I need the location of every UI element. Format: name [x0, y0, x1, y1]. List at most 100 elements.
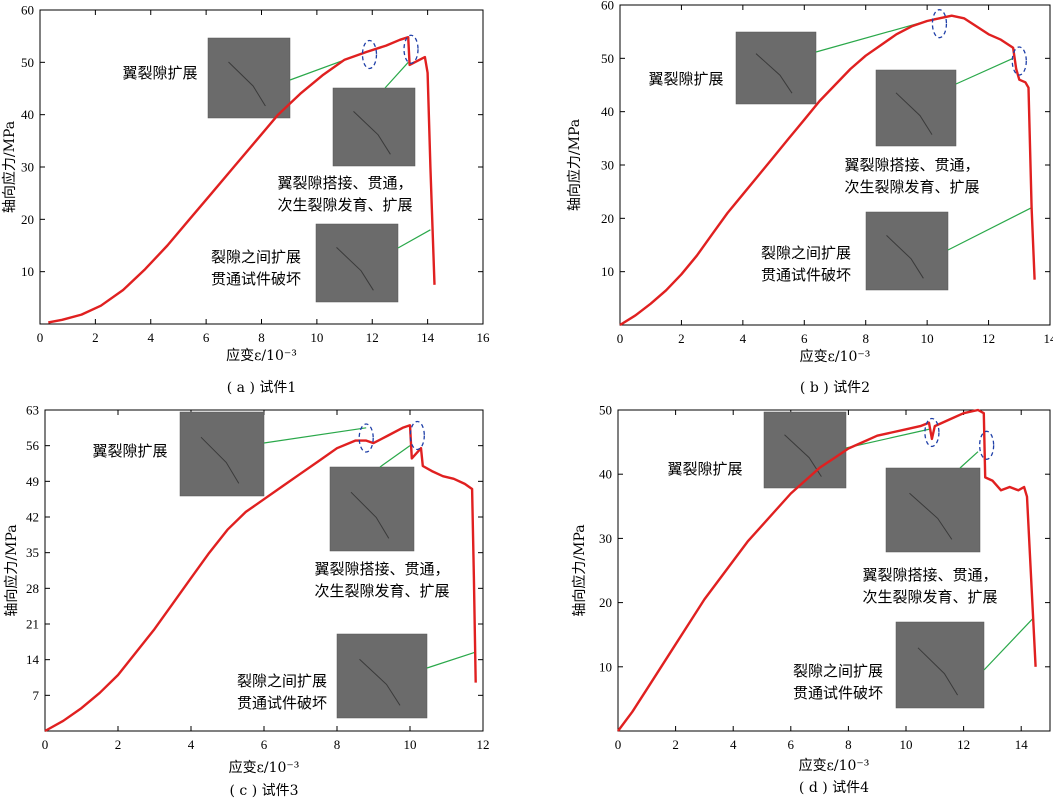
- crack-line: [228, 61, 266, 107]
- crack-line: [200, 436, 240, 484]
- specimen-photo: [895, 621, 985, 709]
- highlight-circle: [978, 430, 995, 460]
- annotation-leader: [384, 61, 409, 89]
- subfigure-caption: ( d ) 试件4: [799, 780, 869, 796]
- subfigure-caption: ( a ) 试件1: [227, 380, 297, 396]
- x-axis-label: 应变ε/10⁻³: [229, 759, 300, 776]
- annotation-text: 翼裂隙搭接、贯通，: [844, 156, 979, 174]
- annotation-text: 贯通试件破坏: [793, 684, 883, 702]
- y-axis-label: 轴向应力/MPa: [3, 524, 20, 616]
- x-tick-label: 4: [740, 331, 747, 346]
- chart-panel-4: 0 2 4 6 8 10 12 14 10 20 30 40 50 应变ε/10⁻³ 轴向应力/MPa ( d…: [571, 403, 1051, 796]
- annotation-leader: [983, 618, 1034, 671]
- crack-line: [755, 53, 793, 94]
- highlight-circle: [924, 417, 940, 448]
- highlight-circle: [361, 39, 378, 70]
- y-tick-label: 30: [21, 160, 34, 175]
- specimen-photo: [763, 411, 847, 489]
- stress-strain-curve: [48, 36, 436, 324]
- x-tick-label: 4: [730, 737, 737, 752]
- x-tick-label: 2: [678, 331, 685, 346]
- annotation-text: 翼裂隙扩展: [667, 460, 742, 478]
- crack-line: [350, 491, 390, 539]
- specimen-photo: [735, 31, 817, 105]
- y-tick-label: 40: [601, 104, 614, 119]
- y-tick-label: 7: [33, 688, 40, 703]
- crack-line: [917, 647, 959, 696]
- x-tick-label: 4: [188, 737, 195, 752]
- y-tick-label: 20: [599, 595, 612, 610]
- specimen-photo: [865, 211, 949, 291]
- y-axis-label: 轴向应力/MPa: [571, 524, 588, 616]
- specimen-photo: [332, 87, 416, 167]
- annotation-text: 翼裂隙搭接、贯通，: [314, 560, 449, 578]
- annotation-text: 裂隙之间扩展: [793, 662, 883, 680]
- y-tick-label: 42: [26, 510, 39, 525]
- y-tick-label: 50: [601, 51, 614, 66]
- annotation-text: 翼裂隙扩展: [92, 442, 167, 460]
- y-tick-label: 60: [21, 3, 34, 18]
- annotation-leader: [845, 428, 930, 449]
- crack-line: [895, 92, 933, 135]
- highlight-circle: [358, 423, 374, 453]
- stress-strain-curve: [617, 408, 1037, 732]
- x-tick-label: 8: [258, 330, 265, 345]
- annotation-leader: [426, 651, 476, 669]
- x-tick-label: 8: [862, 331, 869, 346]
- y-tick-label: 10: [601, 264, 614, 279]
- annotation-text: 翼裂隙扩展: [122, 64, 197, 82]
- y-tick-label: 40: [21, 107, 34, 122]
- x-tick-label: 2: [92, 330, 99, 345]
- y-tick-label: 40: [599, 467, 612, 482]
- specimen-photo: [315, 223, 399, 303]
- annotation-text: 次生裂隙发育、扩展: [862, 588, 997, 606]
- y-tick-label: 10: [599, 659, 612, 674]
- plot-frame: [617, 409, 1051, 732]
- x-tick-label: 0: [617, 331, 624, 346]
- x-tick-label: 0: [42, 737, 49, 752]
- annotation-leader: [959, 451, 979, 469]
- x-tick-label: 10: [404, 737, 417, 752]
- specimen-photo: [179, 411, 265, 497]
- x-tick-label: 10: [310, 330, 323, 345]
- y-tick-label: 56: [26, 438, 40, 453]
- annotation-leader: [397, 229, 431, 249]
- x-axis-label: 应变ε/10⁻³: [226, 347, 297, 364]
- x-axis-label: 应变ε/10⁻³: [800, 348, 871, 365]
- chart-panel-3: 0 2 4 6 8 10 12 7 14 21 28 35 42 49 56 63 应变ε/10⁻³ 轴向应力/M…: [3, 403, 490, 800]
- annotation-leader: [947, 207, 1032, 251]
- x-tick-label: 2: [115, 737, 122, 752]
- annotation-leader: [955, 57, 1014, 85]
- x-tick-label: 12: [366, 330, 379, 345]
- annotation-text: 次生裂隙发育、扩展: [314, 582, 449, 600]
- stress-strain-curve: [619, 14, 1036, 327]
- y-tick-label: 60: [601, 0, 614, 13]
- y-axis-label: 轴向应力/MPa: [1, 121, 18, 213]
- x-tick-label: 0: [37, 330, 44, 345]
- annotation-text: 贯通试件破坏: [761, 266, 851, 284]
- y-tick-label: 30: [599, 531, 612, 546]
- x-tick-label: 16: [477, 330, 491, 345]
- specimen-photo: [875, 69, 957, 147]
- chart-panel-2: 0 2 4 6 8 10 12 14 10 20 30 40 50 60 应变ε/10⁻³ 轴向应力/MPa (…: [566, 0, 1053, 396]
- y-tick-label: 30: [601, 158, 614, 173]
- annotation-leader: [379, 445, 411, 468]
- annotation-text: 裂隙之间扩展: [211, 248, 301, 266]
- y-tick-label: 50: [599, 403, 612, 418]
- y-tick-label: 14: [26, 652, 40, 667]
- y-axis-label: 轴向应力/MPa: [566, 119, 583, 211]
- highlight-circle: [931, 9, 948, 39]
- x-tick-label: 8: [845, 737, 852, 752]
- x-tick-label: 6: [788, 737, 795, 752]
- crack-line: [353, 111, 391, 155]
- y-tick-label: 50: [21, 55, 34, 70]
- annotation-text: 翼裂隙搭接、贯通，: [277, 174, 412, 192]
- annotation-text: 翼裂隙扩展: [648, 70, 723, 88]
- specimen-photo: [336, 633, 428, 719]
- annotation-text: 贯通试件破坏: [211, 270, 301, 288]
- specimen-photo: [207, 37, 291, 119]
- y-tick-label: 20: [601, 211, 614, 226]
- highlight-circle: [403, 34, 419, 64]
- y-tick-label: 10: [21, 264, 34, 279]
